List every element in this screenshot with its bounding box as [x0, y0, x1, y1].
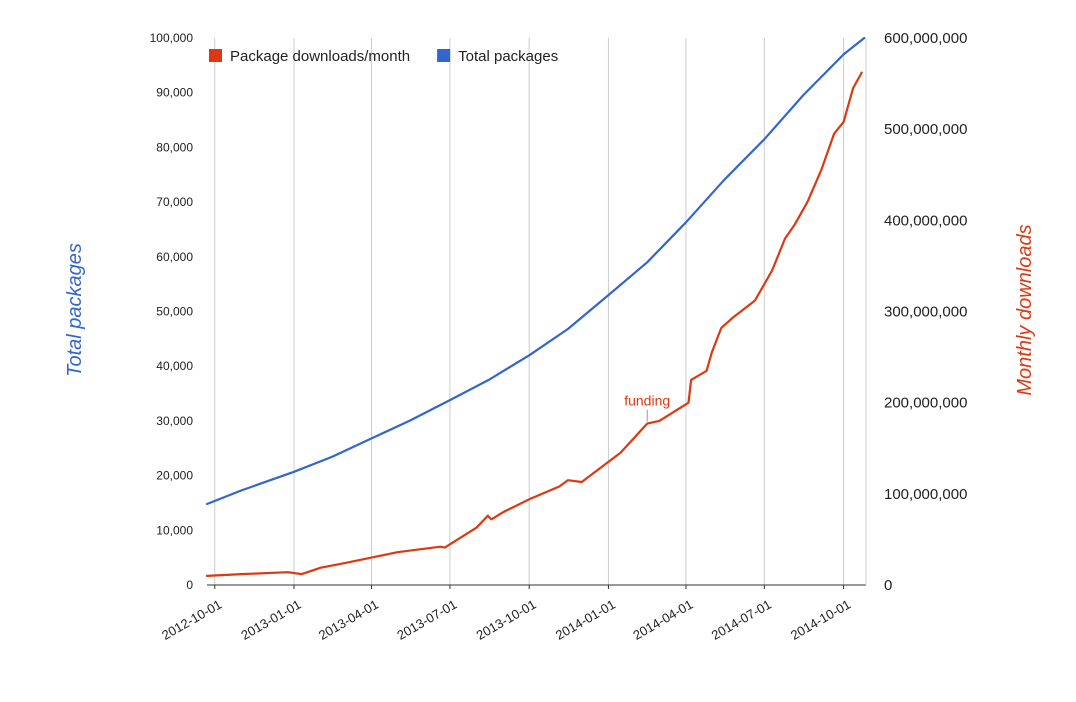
- left-tick-label: 100,000: [150, 31, 194, 45]
- x-tick-label: 2013-10-01: [474, 597, 539, 643]
- right-tick-label: 600,000,000: [884, 30, 967, 47]
- left-tick-label: 0: [186, 578, 193, 592]
- left-axis-title: Total packages: [64, 243, 86, 377]
- x-tick-label: 2013-07-01: [394, 597, 459, 643]
- annotations: funding: [624, 393, 670, 422]
- legend-label: Total packages: [458, 48, 558, 65]
- left-tick-label: 40,000: [156, 359, 193, 373]
- left-tick-label: 70,000: [156, 195, 193, 209]
- left-tick-label: 10,000: [156, 523, 193, 537]
- x-tick-label: 2014-10-01: [788, 597, 853, 643]
- x-tick-label: 2014-01-01: [553, 597, 618, 643]
- series-line-total-packages: [205, 36, 866, 506]
- left-tick-label: 60,000: [156, 250, 193, 264]
- right-tick-label: 400,000,000: [884, 212, 967, 229]
- legend-label: Package downloads/month: [230, 48, 410, 65]
- x-tick-label: 2013-01-01: [238, 597, 303, 643]
- legend: Package downloads/month Total packages: [209, 48, 558, 65]
- left-tick-label: 90,000: [156, 86, 193, 100]
- left-tick-label: 20,000: [156, 469, 193, 483]
- right-tick-label: 500,000,000: [884, 121, 967, 138]
- axes: [207, 38, 867, 586]
- left-axis-ticks: 0 10,000 20,000 30,000 40,000 50,000 60,000 70,…: [150, 31, 194, 592]
- gridlines: [214, 38, 845, 585]
- x-tick-label: 2014-07-01: [709, 597, 774, 643]
- x-tick-label: 2012-10-01: [159, 597, 224, 643]
- left-tick-label: 80,000: [156, 140, 193, 154]
- legend-swatch: [437, 49, 451, 62]
- series-line-package-downloads-month: [205, 71, 863, 578]
- left-tick-label: 50,000: [156, 305, 193, 319]
- right-axis-ticks: 0 100,000,000 200,000,000 300,000,000 400,00…: [884, 30, 967, 594]
- x-tick-label: 2013-04-01: [316, 597, 381, 643]
- right-axis-title: Monthly downloads: [1014, 224, 1036, 395]
- right-tick-label: 0: [884, 577, 892, 594]
- legend-swatch: [209, 49, 222, 62]
- right-tick-label: 300,000,000: [884, 304, 967, 321]
- x-axis-ticks: 2012-10-01 2013-01-01 2013-04-01 2013-07-01…: [159, 585, 853, 643]
- right-tick-label: 100,000,000: [884, 486, 967, 503]
- x-tick-label: 2014-04-01: [630, 597, 695, 643]
- series-lines: [205, 36, 866, 578]
- annotation-funding: funding: [624, 393, 670, 409]
- right-tick-label: 200,000,000: [884, 395, 967, 412]
- left-tick-label: 30,000: [156, 414, 193, 428]
